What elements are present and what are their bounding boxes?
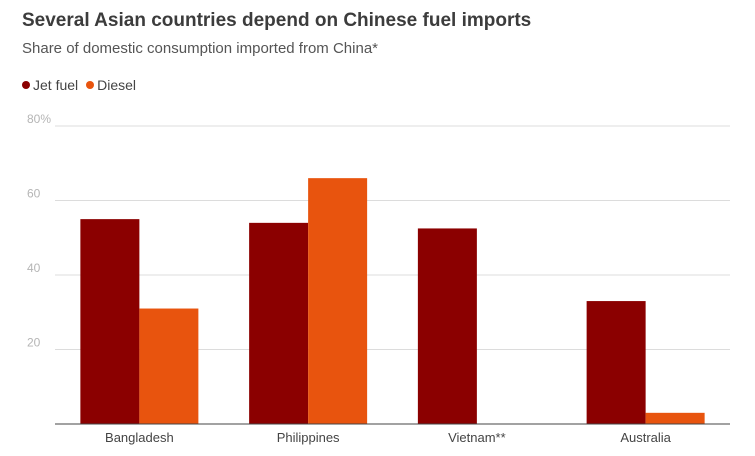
x-tick-label: Vietnam** (448, 430, 506, 445)
y-tick-label: 80% (27, 112, 51, 126)
y-tick-label: 40 (27, 261, 41, 275)
legend-swatch-diesel (86, 81, 95, 89)
bar-jet-fuel (249, 222, 309, 424)
legend-item-diesel: Diesel (86, 77, 136, 93)
legend-label-jet-fuel: Jet fuel (33, 77, 79, 93)
bar-jet-fuel (586, 301, 646, 424)
legend-item-jet-fuel: Jet fuel (22, 77, 78, 93)
chart-subtitle: Share of domestic consumption imported f… (22, 40, 379, 57)
x-tick-label: Australia (620, 430, 671, 445)
legend: Jet fuel Diesel (22, 77, 144, 93)
chart-title: Several Asian countries depend on Chines… (22, 10, 532, 31)
bar-diesel (308, 178, 368, 424)
y-tick-label: 20 (27, 336, 41, 350)
legend-swatch-jet-fuel (22, 81, 30, 89)
bar-diesel (139, 308, 199, 424)
bar-jet-fuel (417, 228, 477, 424)
x-tick-label: Philippines (277, 430, 340, 445)
bar-jet-fuel (80, 219, 140, 424)
bar-diesel (645, 412, 705, 424)
x-tick-label: Bangladesh (105, 430, 174, 445)
y-tick-label: 60 (27, 187, 41, 201)
legend-label-diesel: Diesel (97, 77, 137, 93)
